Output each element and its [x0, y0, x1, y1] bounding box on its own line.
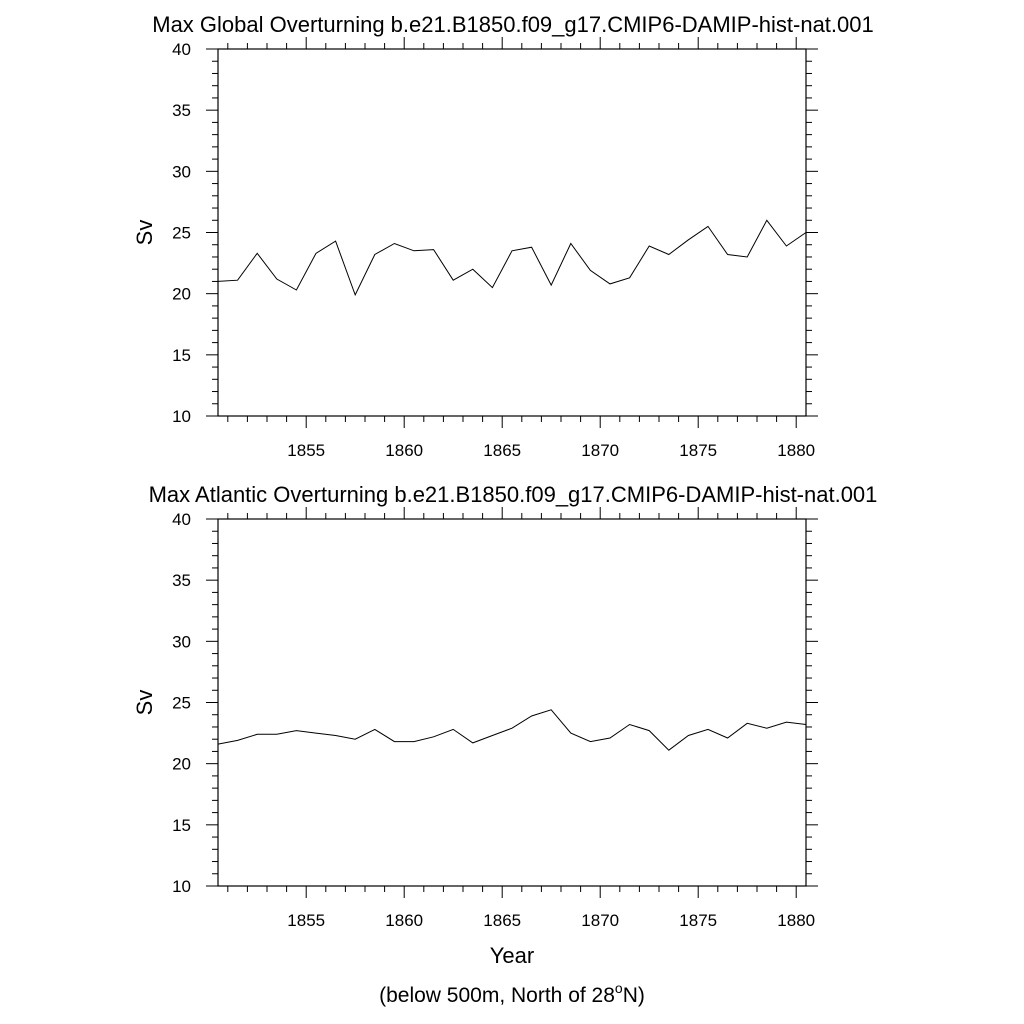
y-axis-label: Sv — [132, 220, 157, 246]
y-tick-label: 15 — [172, 346, 191, 365]
y-tick-label: 15 — [172, 816, 191, 835]
series-line — [217, 219, 807, 297]
x-tick-label: 1865 — [483, 911, 521, 930]
x-tick-label: 1860 — [385, 911, 423, 930]
x-tick-label: 1865 — [483, 441, 521, 460]
y-tick-label: 20 — [172, 285, 191, 304]
x-tick-label: 1880 — [777, 911, 815, 930]
x-tick-label: 1870 — [581, 911, 619, 930]
x-tick-label: 1880 — [777, 441, 815, 460]
chart-panel-2: Max Atlantic Overturning b.e21.B1850.f09… — [132, 482, 877, 968]
plot-frame — [217, 518, 807, 887]
plot-frame — [217, 48, 807, 417]
y-tick-label: 25 — [172, 224, 191, 243]
x-tick-label: 1855 — [287, 911, 325, 930]
y-tick-label: 35 — [172, 101, 191, 120]
chart-panel-1: Max Global Overturning b.e21.B1850.f09_g… — [132, 12, 874, 460]
y-tick-label: 10 — [172, 877, 191, 896]
x-tick-label: 1875 — [679, 441, 717, 460]
y-tick-label: 20 — [172, 755, 191, 774]
y-tick-label: 10 — [172, 407, 191, 426]
x-tick-label: 1860 — [385, 441, 423, 460]
y-tick-label: 40 — [172, 510, 191, 529]
y-tick-label: 30 — [172, 162, 191, 181]
chart-title: Max Global Overturning b.e21.B1850.f09_g… — [152, 12, 874, 37]
y-tick-label: 35 — [172, 571, 191, 590]
x-tick-label: 1870 — [581, 441, 619, 460]
chart-title: Max Atlantic Overturning b.e21.B1850.f09… — [149, 482, 878, 507]
x-axis-label: Year — [490, 943, 534, 968]
series-line — [217, 709, 807, 751]
footer-note: (below 500m, North of 28oN) — [379, 980, 645, 1007]
y-tick-label: 25 — [172, 694, 191, 713]
y-tick-label: 40 — [172, 40, 191, 59]
y-tick-label: 30 — [172, 632, 191, 651]
y-axis-label: Sv — [132, 690, 157, 716]
x-tick-label: 1855 — [287, 441, 325, 460]
x-tick-label: 1875 — [679, 911, 717, 930]
